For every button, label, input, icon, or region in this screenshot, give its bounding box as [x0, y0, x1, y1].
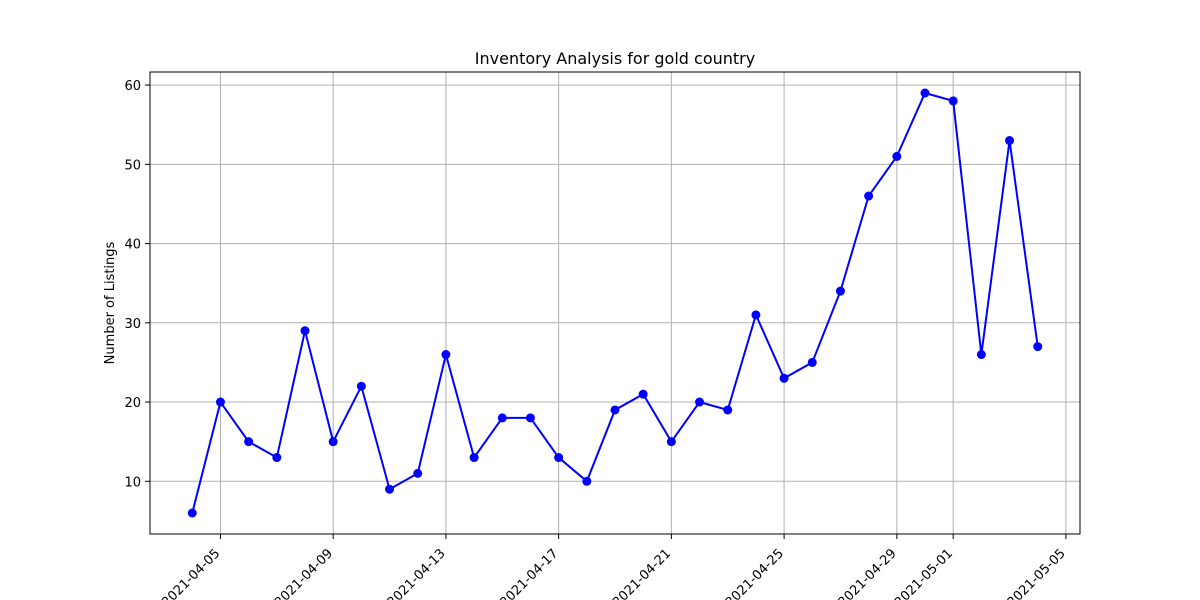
data-point [187, 508, 197, 518]
y-tick-label: 30 [124, 317, 141, 332]
data-point [497, 413, 507, 423]
chart-title: Inventory Analysis for gold country [475, 49, 755, 68]
data-point [356, 381, 366, 391]
series-line-listings [187, 88, 1043, 518]
data-point [638, 389, 648, 399]
plot-frame [149, 71, 1081, 535]
y-tick-label: 50 [124, 158, 141, 173]
grid [150, 72, 1080, 534]
y-tick-label: 10 [124, 475, 141, 490]
data-point [441, 350, 451, 360]
y-axis-label: Number of Listings [103, 241, 118, 364]
data-point [554, 453, 564, 463]
x-tick-label: 2021-05-05 [1005, 546, 1069, 600]
x-tick-label: 2021-04-13 [385, 546, 449, 600]
data-point [1005, 136, 1015, 146]
series-line [191, 91, 1039, 514]
data-point [413, 468, 423, 478]
data-point [525, 413, 535, 423]
data-point [920, 88, 930, 98]
data-point [328, 437, 338, 447]
data-point [215, 397, 225, 407]
y-axis: 10 20 30 40 50 60 [124, 79, 150, 490]
data-point [666, 437, 676, 447]
data-point [469, 453, 479, 463]
data-point [695, 397, 705, 407]
data-point [976, 350, 986, 360]
x-tick-label: 2021-04-29 [836, 546, 900, 600]
x-tick-label: 2021-04-25 [723, 546, 787, 600]
data-point [610, 405, 620, 415]
data-point [751, 310, 761, 320]
data-point [892, 151, 902, 161]
data-point [1033, 342, 1043, 352]
data-point [385, 484, 395, 494]
y-tick-label: 40 [124, 238, 141, 253]
y-tick-label: 60 [124, 79, 141, 94]
data-point [300, 326, 310, 336]
data-point [948, 96, 958, 106]
x-axis: 2021-04-05 2021-04-09 2021-04-13 2021-04-17… [159, 534, 1069, 600]
data-point [779, 373, 789, 383]
x-tick-label: 2021-05-01 [892, 546, 956, 600]
data-point [723, 405, 733, 415]
x-tick-label: 2021-04-17 [497, 546, 561, 600]
y-tick-label: 20 [124, 396, 141, 411]
x-tick-label: 2021-04-21 [610, 546, 674, 600]
x-tick-label: 2021-04-05 [159, 546, 223, 600]
x-tick-label: 2021-04-09 [272, 546, 336, 600]
data-point [244, 437, 254, 447]
data-point [807, 357, 817, 367]
data-point [864, 191, 874, 201]
data-point [835, 286, 845, 296]
data-point [582, 476, 592, 486]
data-point [272, 453, 282, 463]
